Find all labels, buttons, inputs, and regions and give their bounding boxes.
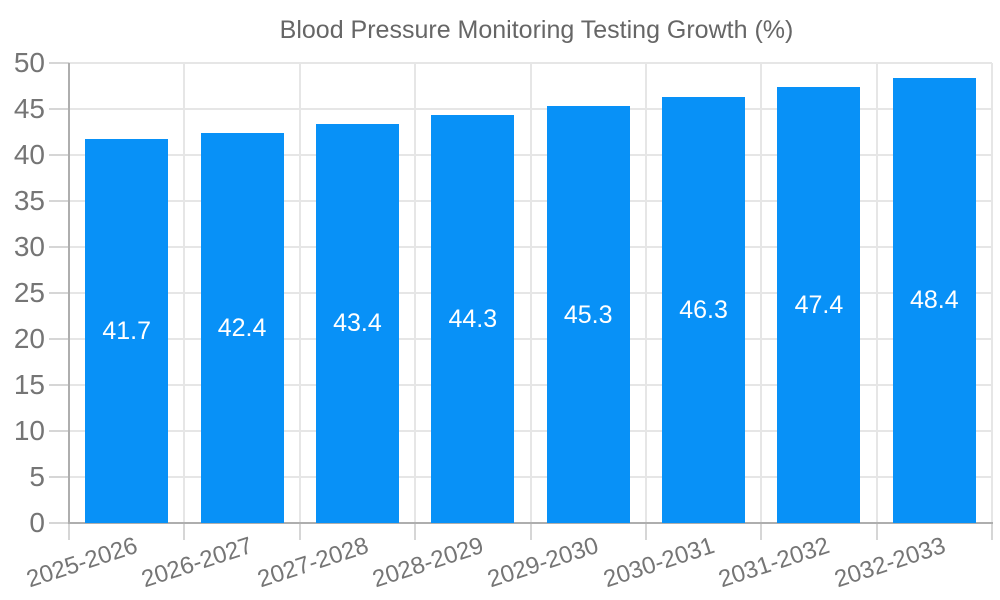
legend-label: Blood Pressure Monitoring Testing Growth… <box>279 16 794 44</box>
x-gridline <box>875 63 878 523</box>
y-tick-label: 35 <box>13 185 45 216</box>
x-tick <box>529 523 532 540</box>
x-tick <box>298 523 301 540</box>
y-tick-label: 20 <box>13 323 45 354</box>
bar[interactable] <box>200 132 284 523</box>
x-tick-label: 2027-2028 <box>253 532 372 594</box>
y-tick <box>49 246 69 248</box>
x-gridline <box>298 63 301 523</box>
y-tick <box>49 338 69 340</box>
x-gridline <box>644 63 647 523</box>
x-gridline <box>760 63 763 523</box>
y-tick <box>49 476 69 478</box>
bar[interactable] <box>777 86 861 523</box>
y-tick-label: 0 <box>29 507 45 538</box>
y-tick <box>49 62 69 64</box>
y-tick-label: 45 <box>13 93 45 124</box>
x-tick-label: 2031-2032 <box>715 532 833 594</box>
x-tick-label: 2028-2029 <box>369 532 487 594</box>
bar[interactable] <box>431 115 515 523</box>
y-tick-label: 25 <box>13 277 45 308</box>
y-tick-label: 10 <box>13 415 45 446</box>
y-tick-label: 40 <box>13 139 45 170</box>
y-tick-label: 30 <box>13 231 45 262</box>
x-gridline <box>991 63 993 523</box>
x-tick <box>183 523 186 540</box>
x-tick <box>991 523 993 540</box>
x-tick-label: 2025-2026 <box>23 532 141 594</box>
bar[interactable] <box>892 77 976 523</box>
y-axis-line <box>68 63 70 523</box>
x-tick <box>414 523 417 540</box>
x-tick <box>875 523 878 540</box>
bar[interactable] <box>315 123 399 523</box>
x-gridline <box>414 63 417 523</box>
y-tick <box>49 384 69 386</box>
y-tick <box>49 154 69 156</box>
legend-swatch-icon <box>207 19 267 43</box>
x-tick <box>644 523 647 540</box>
bar[interactable] <box>662 97 746 523</box>
x-tick-label: 2030-2031 <box>600 532 718 594</box>
bar[interactable] <box>546 106 630 523</box>
y-tick <box>49 108 69 110</box>
x-gridline <box>529 63 532 523</box>
x-tick-label: 2026-2027 <box>138 532 257 594</box>
bar[interactable] <box>85 139 169 523</box>
y-tick <box>49 430 69 432</box>
y-tick-label: 15 <box>13 369 45 400</box>
y-tick <box>49 200 69 202</box>
x-tick-label: 2029-2030 <box>484 532 603 594</box>
y-tick <box>49 292 69 294</box>
y-tick-label: 5 <box>29 461 45 492</box>
x-gridline <box>183 63 186 523</box>
y-tick-label: 50 <box>13 47 45 78</box>
x-tick-label: 2032-2033 <box>830 532 949 594</box>
x-axis-line <box>68 522 993 524</box>
x-tick <box>760 523 763 540</box>
x-tick <box>68 523 70 540</box>
y-tick <box>49 522 69 524</box>
legend[interactable]: Blood Pressure Monitoring Testing Growth… <box>0 16 1000 45</box>
